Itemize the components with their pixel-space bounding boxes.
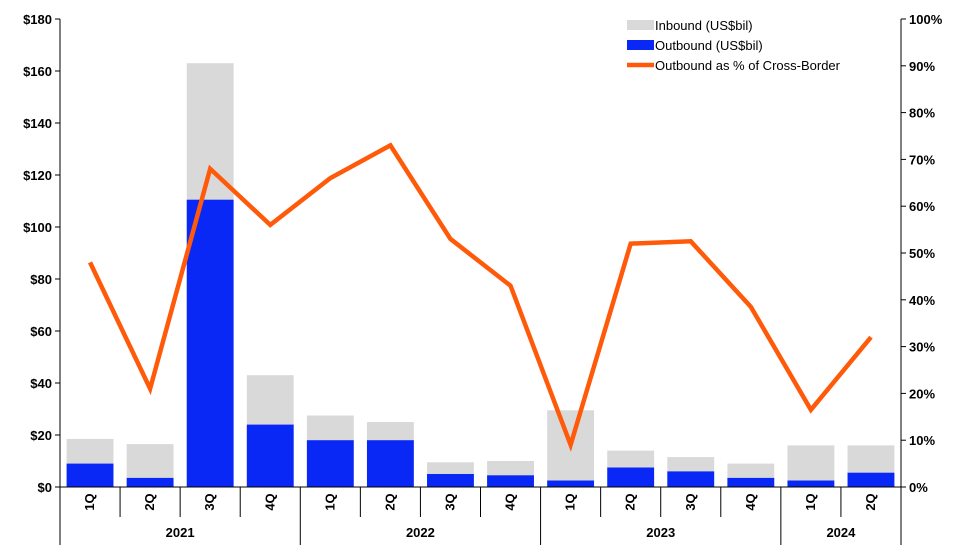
year-label: 2022 <box>406 525 435 540</box>
x-tick-label: 1Q <box>803 493 818 510</box>
outbound-bar <box>126 477 174 487</box>
x-tick-label: 2Q <box>623 493 638 510</box>
y-left-tick-label: $0 <box>38 480 52 495</box>
outbound-bar <box>246 424 294 487</box>
y-left-tick-label: $180 <box>23 12 52 27</box>
x-tick-label: 2Q <box>863 493 878 510</box>
x-tick-label: 2Q <box>382 493 397 510</box>
year-label: 2021 <box>166 525 195 540</box>
legend: Inbound (US$bil) Outbound (US$bil) Outboun… <box>627 18 841 73</box>
x-tick-label: 3Q <box>442 493 457 510</box>
y-right-tick-label: 20% <box>909 386 935 401</box>
x-tick-label: 4Q <box>262 493 277 510</box>
outbound-bar <box>547 480 595 487</box>
x-tick-label: 3Q <box>683 493 698 510</box>
y-right-tick-label: 80% <box>909 106 935 121</box>
x-tick-label: 3Q <box>202 493 217 510</box>
legend-swatch <box>627 20 654 30</box>
bars-layer <box>66 63 895 487</box>
y-right-tick-label: 90% <box>909 59 935 74</box>
outbound-bar <box>727 477 775 487</box>
y-left-tick-label: $160 <box>23 64 52 79</box>
y-left-tick-label: $60 <box>30 324 52 339</box>
outbound-bar <box>607 467 655 487</box>
x-tick-label: 4Q <box>743 493 758 510</box>
y-left-tick-label: $40 <box>30 376 52 391</box>
outbound-bar <box>487 475 534 487</box>
legend-label: Outbound as % of Cross-Border <box>655 58 841 73</box>
legend-swatch <box>627 40 654 50</box>
outbound-bar <box>847 472 895 487</box>
y-right-tick-label: 70% <box>909 152 935 167</box>
y-right-tick-label: 0% <box>909 480 928 495</box>
x-tick-label: 1Q <box>563 493 578 510</box>
y-left-tick-label: $140 <box>23 116 52 131</box>
outbound-bar <box>366 440 414 487</box>
y-right-tick-label: 30% <box>909 340 935 355</box>
y-left-tick-label: $100 <box>23 220 52 235</box>
y-left-tick-label: $80 <box>30 272 52 287</box>
y-left-tick-label: $20 <box>30 428 52 443</box>
axes-layer: $0 $20 $40 $60 $80 $100 $120 $140 $160 $180 0% 10% 2… <box>23 12 943 545</box>
x-tick-label: 4Q <box>503 493 518 510</box>
year-label: 2023 <box>646 525 675 540</box>
inbound-bar <box>787 445 835 487</box>
y-right-tick-label: 50% <box>909 246 935 261</box>
outbound-bar <box>787 480 835 487</box>
x-tick-label: 1Q <box>322 493 337 510</box>
line-layer <box>88 142 873 452</box>
outbound-bar <box>667 471 715 487</box>
x-tick-label: 2Q <box>142 493 157 510</box>
y-right-tick-label: 100% <box>909 12 943 27</box>
legend-label: Inbound (US$bil) <box>655 18 753 33</box>
y-right-tick-label: 10% <box>909 433 935 448</box>
outbound-bar <box>66 463 114 487</box>
year-label: 2024 <box>826 525 856 540</box>
y-left-tick-label: $120 <box>23 168 52 183</box>
y-right-tick-label: 40% <box>909 293 935 308</box>
legend-label: Outbound (US$bil) <box>655 38 763 53</box>
outbound-bar <box>186 199 234 487</box>
outbound-bar <box>306 440 354 487</box>
x-tick-label: 1Q <box>82 493 97 510</box>
outbound-pct-line <box>88 142 873 452</box>
y-right-tick-label: 60% <box>909 199 935 214</box>
outbound-bar <box>427 474 474 487</box>
